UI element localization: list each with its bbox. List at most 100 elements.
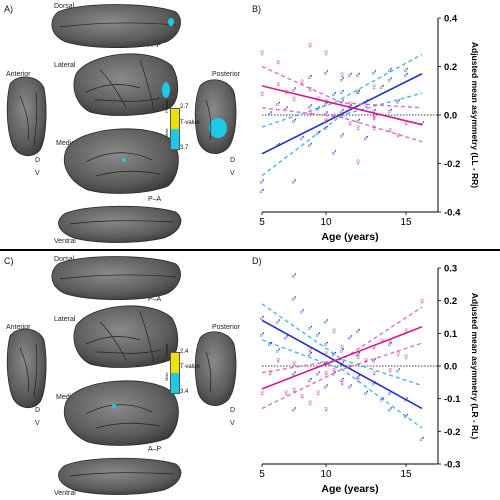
female-point: ♀ xyxy=(274,58,282,69)
male-point: ♂ xyxy=(322,99,330,110)
male-point: ♂ xyxy=(362,133,370,144)
male-point: ♂ xyxy=(258,186,266,197)
male-point: ♂ xyxy=(282,333,290,344)
male-point: ♂ xyxy=(298,306,306,317)
male-point: ♂ xyxy=(274,99,282,110)
male-point: ♂ xyxy=(322,109,330,120)
male-point: ♂ xyxy=(370,378,378,389)
male-point: ♂ xyxy=(290,84,298,95)
female-point: ♀ xyxy=(322,116,330,127)
female-point: ♀ xyxy=(402,352,410,363)
male-point: ♂ xyxy=(354,70,362,81)
female-point: ♀ xyxy=(298,391,306,402)
brain-dorsal xyxy=(51,256,181,301)
male-point: ♂ xyxy=(306,72,314,83)
female-ci-lower xyxy=(261,342,423,410)
x-tick-label: 10 xyxy=(320,217,332,228)
female-point: ♀ xyxy=(322,349,330,360)
female-point: ♀ xyxy=(370,113,378,124)
male-point: ♂ xyxy=(386,106,394,117)
axis-d-right: D xyxy=(230,407,236,414)
male-point: ♂ xyxy=(354,116,362,127)
female-point: ♀ xyxy=(282,388,290,399)
colorbar-c-male: Male xyxy=(164,372,169,381)
male-point: ♂ xyxy=(306,323,314,334)
female-point: ♀ xyxy=(274,79,282,90)
brain-views-a xyxy=(6,4,237,243)
female-point: ♀ xyxy=(394,130,402,141)
female-point: ♀ xyxy=(354,157,362,168)
female-point: ♀ xyxy=(290,385,298,396)
male-point: ♂ xyxy=(370,67,378,78)
male-point: ♂ xyxy=(298,133,306,144)
female-point: ♀ xyxy=(290,359,298,370)
panel-c: C) Dorsal Lateral Anterior Posterior Med… xyxy=(0,252,245,500)
male-point: ♂ xyxy=(394,96,402,107)
male-point: ♂ xyxy=(346,382,354,393)
male-point: ♂ xyxy=(266,339,274,350)
male-point: ♂ xyxy=(258,329,266,340)
male-point: ♂ xyxy=(322,316,330,327)
x-tick-label: 5 xyxy=(259,217,265,228)
male-point: ♂ xyxy=(322,123,330,134)
series-female: ♀♀♀♀♀♀♀♀♀♀♀♀♀♀♀♀♀♀♀♀♀♀♀♀♀♀♀♀♀♀♀ xyxy=(258,41,423,168)
y-tick-label: -0.2 xyxy=(444,159,460,170)
female-point: ♀ xyxy=(370,111,378,122)
y-axis-label: Adjusted mean asymmetry (LL - RR) xyxy=(470,42,480,188)
male-point: ♂ xyxy=(378,82,386,93)
panel-a: A) Dorsal Lateral Anterior Posterior Med… xyxy=(0,0,245,248)
female-point: ♀ xyxy=(370,123,378,134)
axis-pa: P–A xyxy=(148,296,162,303)
female-point: ♀ xyxy=(338,70,346,81)
axis-ap: A–P xyxy=(148,42,162,49)
brain-posterior xyxy=(194,79,237,154)
x-tick-label: 10 xyxy=(320,469,332,480)
female-point: ♀ xyxy=(394,349,402,360)
female-point: ♀ xyxy=(306,84,314,95)
brain-views-c xyxy=(6,256,237,495)
y-tick-label: -0.4 xyxy=(444,208,461,219)
male-point: ♂ xyxy=(386,404,394,415)
female-point: ♀ xyxy=(418,297,426,308)
male-point: ♂ xyxy=(306,101,314,112)
female-point: ♀ xyxy=(330,111,338,122)
male-point: ♂ xyxy=(322,339,330,350)
male-point: ♂ xyxy=(338,346,346,357)
male-point: ♂ xyxy=(290,271,298,282)
panel-b-label: B) xyxy=(252,4,261,14)
male-point: ♂ xyxy=(306,140,314,151)
male-point: ♂ xyxy=(274,346,282,357)
x-tick-label: 5 xyxy=(259,469,265,480)
female-point: ♀ xyxy=(258,89,266,100)
male-point: ♂ xyxy=(354,87,362,98)
axis-v-left: V xyxy=(35,420,40,427)
brain-lateral xyxy=(73,305,179,368)
male-point: ♂ xyxy=(306,349,314,360)
male-ci-lower xyxy=(261,92,423,177)
male-point: ♂ xyxy=(282,104,290,115)
view-label-lateral: Lateral xyxy=(54,62,76,69)
x-axis-label: Age (years) xyxy=(321,483,378,495)
male-point: ♂ xyxy=(354,326,362,337)
axis-v-left: V xyxy=(35,170,40,177)
female-point: ♀ xyxy=(322,404,330,415)
male-point: ♂ xyxy=(330,89,338,100)
male-point: ♂ xyxy=(418,118,426,129)
view-label-anterior: Anterior xyxy=(6,324,31,331)
male-point: ♂ xyxy=(338,96,346,107)
male-point: ♂ xyxy=(386,339,394,350)
male-point: ♂ xyxy=(258,313,266,324)
male-point: ♂ xyxy=(338,375,346,386)
brain-ventral xyxy=(58,457,182,495)
female-point: ♀ xyxy=(362,101,370,112)
female-point: ♀ xyxy=(370,342,378,353)
male-point: ♂ xyxy=(330,147,338,158)
male-ci-upper xyxy=(261,53,423,128)
male-point: ♂ xyxy=(346,333,354,344)
panel-a-label: A) xyxy=(4,4,13,14)
female-point: ♀ xyxy=(354,375,362,386)
view-label-dorsal: Dorsal xyxy=(54,256,75,263)
female-point: ♀ xyxy=(306,346,314,357)
y-tick-label: 0.2 xyxy=(444,296,457,307)
female-point: ♀ xyxy=(306,398,314,409)
